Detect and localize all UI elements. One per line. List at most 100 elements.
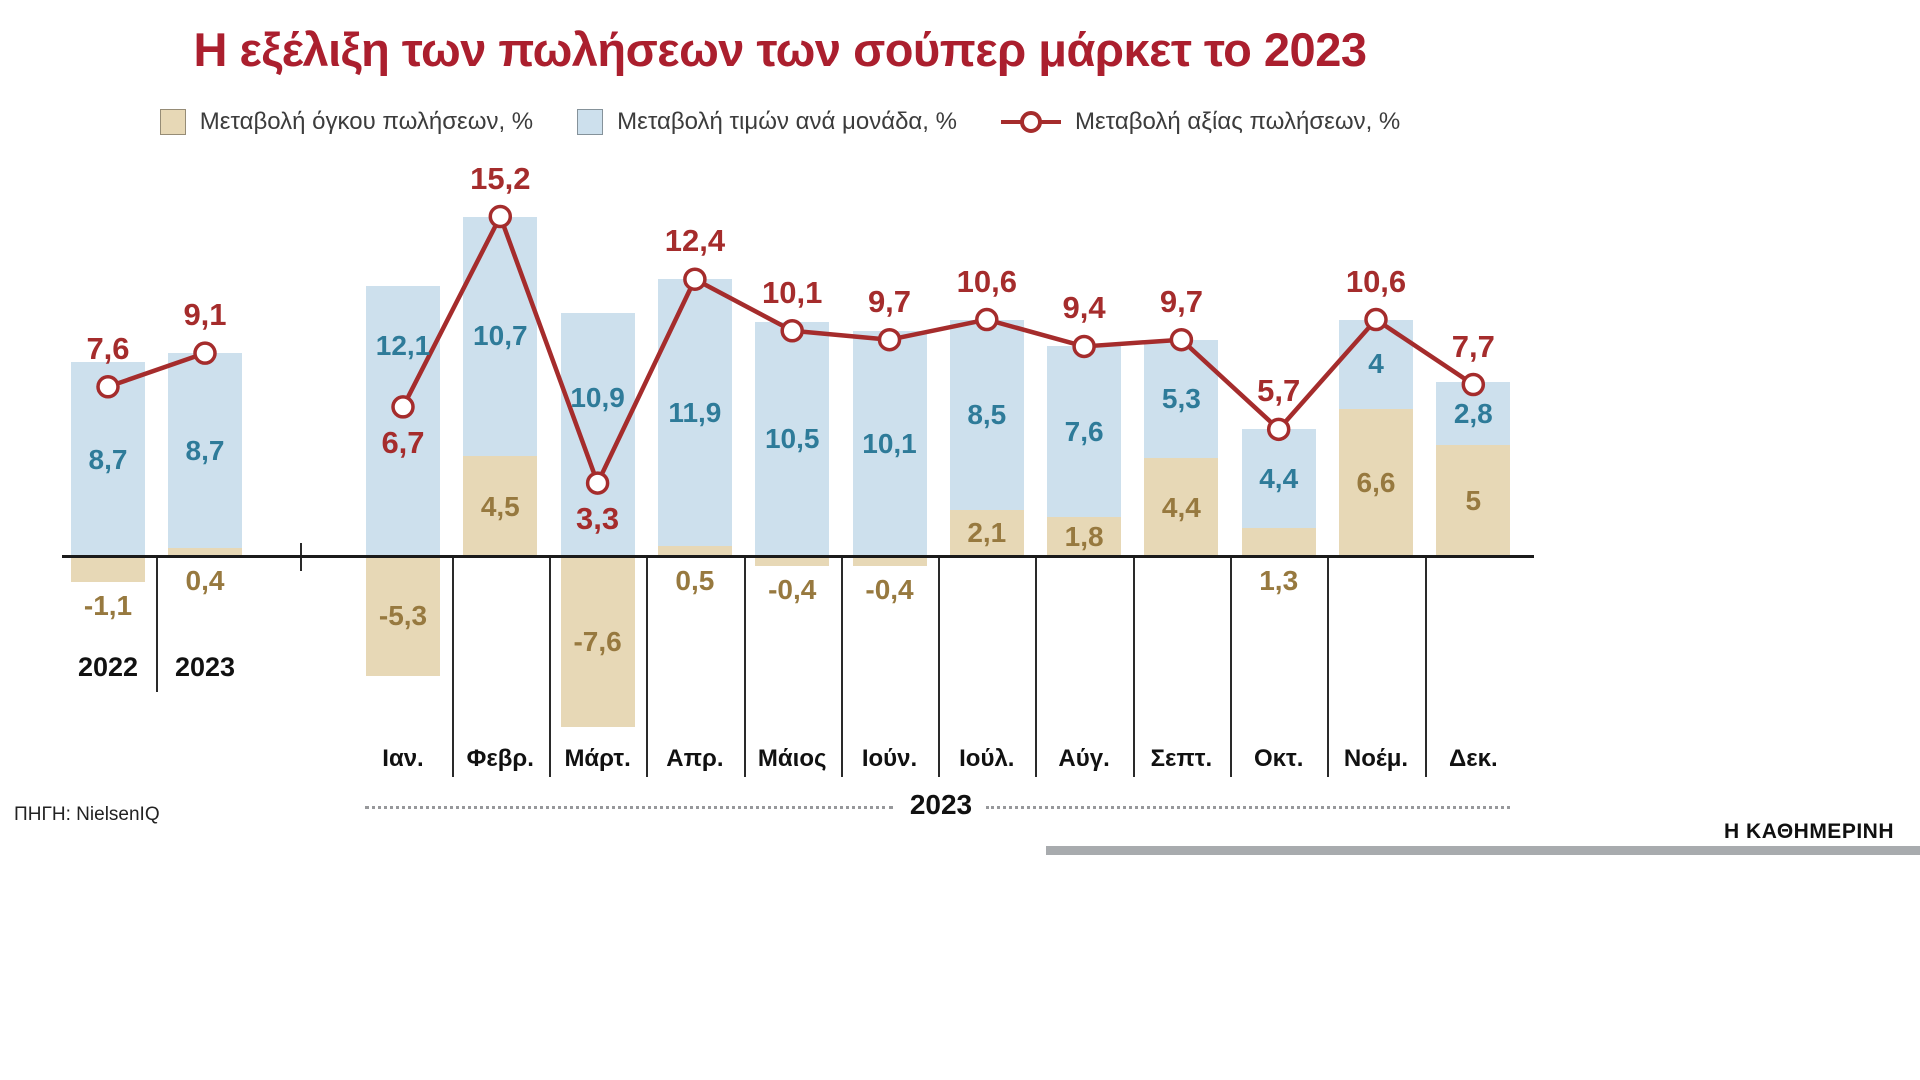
price-label-m07: 8,5: [967, 398, 1007, 430]
value-label-m01: 6,7: [381, 424, 425, 460]
volume-bar-m01: [366, 557, 440, 676]
chart-title: Η εξέλιξη των πωλήσεων των σούπερ μάρκετ…: [193, 23, 1367, 76]
monthly-group-label: 2023: [909, 789, 973, 820]
dotted-rule-left: [365, 806, 893, 809]
price-label-m04: 11,9: [668, 396, 722, 428]
axis-label-m11: Νοέμ.: [1343, 745, 1409, 772]
price-label-y2023: 8,7: [185, 434, 225, 466]
brand-bar-icon: [1046, 846, 1920, 855]
volume-label-m07: 2,1: [967, 517, 1007, 549]
volume-swatch-icon: [159, 109, 186, 135]
value-label-y2022: 7,6: [86, 330, 130, 366]
month-separator: [840, 557, 843, 777]
price-label-m12: 2,8: [1453, 397, 1493, 429]
month-separator: [646, 557, 649, 777]
axis-label-m07: Ιούλ.: [959, 745, 1015, 772]
value-label-m12: 7,7: [1451, 328, 1495, 364]
volume-label-m05: -0,4: [768, 573, 817, 605]
axis-label-m12: Δεκ.: [1448, 745, 1498, 772]
month-separator: [938, 557, 941, 777]
month-separator: [1424, 557, 1427, 777]
legend-label-volume: Μεταβολή όγκου πωλήσεων, %: [199, 108, 534, 135]
price-label-m08: 7,6: [1064, 415, 1104, 447]
value-label-m07: 10,6: [956, 263, 1017, 299]
price-label-y2022: 8,7: [88, 443, 128, 475]
axis-label-y2022: 2022: [77, 652, 139, 682]
month-separator: [1230, 557, 1232, 777]
legend-label-price: Μεταβολή τιμών ανά μονάδα, %: [617, 108, 957, 135]
volume-label-y2023: 0,4: [185, 565, 225, 596]
volume-bar-m10: [1241, 527, 1316, 557]
legend-item-value: Μεταβολή αξίας πωλήσεων, %: [1000, 108, 1401, 136]
volume-label-y2022: -1,1: [83, 589, 133, 621]
volume-label-m06: -0,4: [865, 573, 914, 605]
price-label-m09: 5,3: [1161, 383, 1201, 415]
month-separator: [549, 557, 551, 777]
axis-label-m04: Απρ.: [666, 745, 724, 772]
axis-label-m05: Μάιος: [757, 745, 827, 772]
volume-bar-m04: [657, 545, 732, 557]
year-separator: [156, 557, 158, 692]
month-separator: [451, 557, 454, 777]
volume-label-m08: 1,8: [1064, 520, 1104, 552]
price-label-m01: 12,1: [375, 330, 431, 362]
value-label-m02: 15,2: [470, 160, 531, 196]
price-label-m06: 10,1: [862, 427, 917, 459]
axis-label-m09: Σεπτ.: [1150, 745, 1213, 772]
price-label-m02: 10,7: [473, 320, 528, 352]
value-label-m10: 5,7: [1257, 373, 1301, 409]
volume-bar-y2023: [168, 548, 242, 557]
value-label-y2023: 9,1: [183, 297, 227, 333]
axis-label-m01: Ιαν.: [382, 745, 424, 772]
source-note: ΠΗΓΗ: NielsenIQ: [14, 804, 160, 825]
month-separator: [1327, 557, 1330, 777]
legend: Μεταβολή όγκου πωλήσεων, % Μεταβολή τιμώ…: [0, 108, 1560, 136]
legend-item-price: Μεταβολή τιμών ανά μονάδα, %: [577, 108, 957, 136]
price-label-m11: 4: [1368, 348, 1384, 380]
volume-label-m01: -5,3: [378, 600, 428, 632]
volume-label-m12: 5: [1465, 485, 1482, 516]
volume-bar-m07: [949, 509, 1024, 557]
value-label-m06: 9,7: [867, 283, 912, 319]
axis-label-m02: Φεβρ.: [466, 745, 534, 772]
price-bar-m01: [366, 285, 440, 557]
legend-item-volume: Μεταβολή όγκου πωλήσεων, %: [159, 108, 534, 136]
month-separator: [743, 557, 746, 777]
volume-label-m09: 4,4: [1161, 491, 1201, 523]
volume-bar-m08: [1047, 516, 1122, 557]
volume-label-m11: 6,6: [1356, 467, 1396, 499]
dotted-rule-right: [986, 806, 1510, 809]
value-label-m05: 10,1: [762, 274, 823, 310]
price-label-m05: 10,5: [764, 423, 820, 455]
volume-bar-m05: [755, 557, 830, 566]
line-marker-icon: [1019, 111, 1042, 133]
axis-label-m06: Ιούν.: [861, 745, 918, 772]
volume-label-m04: 0,5: [675, 565, 715, 596]
month-separator: [1035, 557, 1038, 777]
axis-label-m10: Οκτ.: [1253, 745, 1304, 772]
volume-label-m02: 4,5: [480, 490, 520, 522]
axis-label-y2023: 2023: [174, 652, 236, 682]
volume-label-m10: 1,3: [1259, 565, 1299, 596]
value-label-m08: 9,4: [1062, 290, 1106, 326]
price-label-m03: 10,9: [570, 381, 625, 413]
axis-label-m08: Αύγ.: [1058, 745, 1110, 772]
value-label-m11: 10,6: [1345, 263, 1407, 299]
x-axis-line: [62, 555, 1534, 558]
value-label-m03: 3,3: [576, 501, 620, 537]
volume-label-m03: -7,6: [573, 626, 622, 658]
volume-bar-m03: [560, 557, 635, 728]
value-line-icon: [1000, 108, 1061, 136]
volume-bar-m06: [852, 557, 927, 566]
value-label-m04: 12,4: [664, 223, 726, 259]
axis-label-m03: Μάρτ.: [564, 745, 631, 772]
legend-label-value: Μεταβολή αξίας πωλήσεων, %: [1074, 108, 1401, 135]
price-swatch-icon: [577, 109, 604, 135]
price-label-m10: 4,4: [1259, 462, 1299, 494]
volume-bar-y2022: [71, 557, 145, 582]
brand-name: Η ΚΑΘΗΜΕΡΙΝΗ: [1724, 820, 1894, 843]
month-separator: [1132, 557, 1135, 777]
value-label-m09: 9,7: [1159, 283, 1203, 319]
